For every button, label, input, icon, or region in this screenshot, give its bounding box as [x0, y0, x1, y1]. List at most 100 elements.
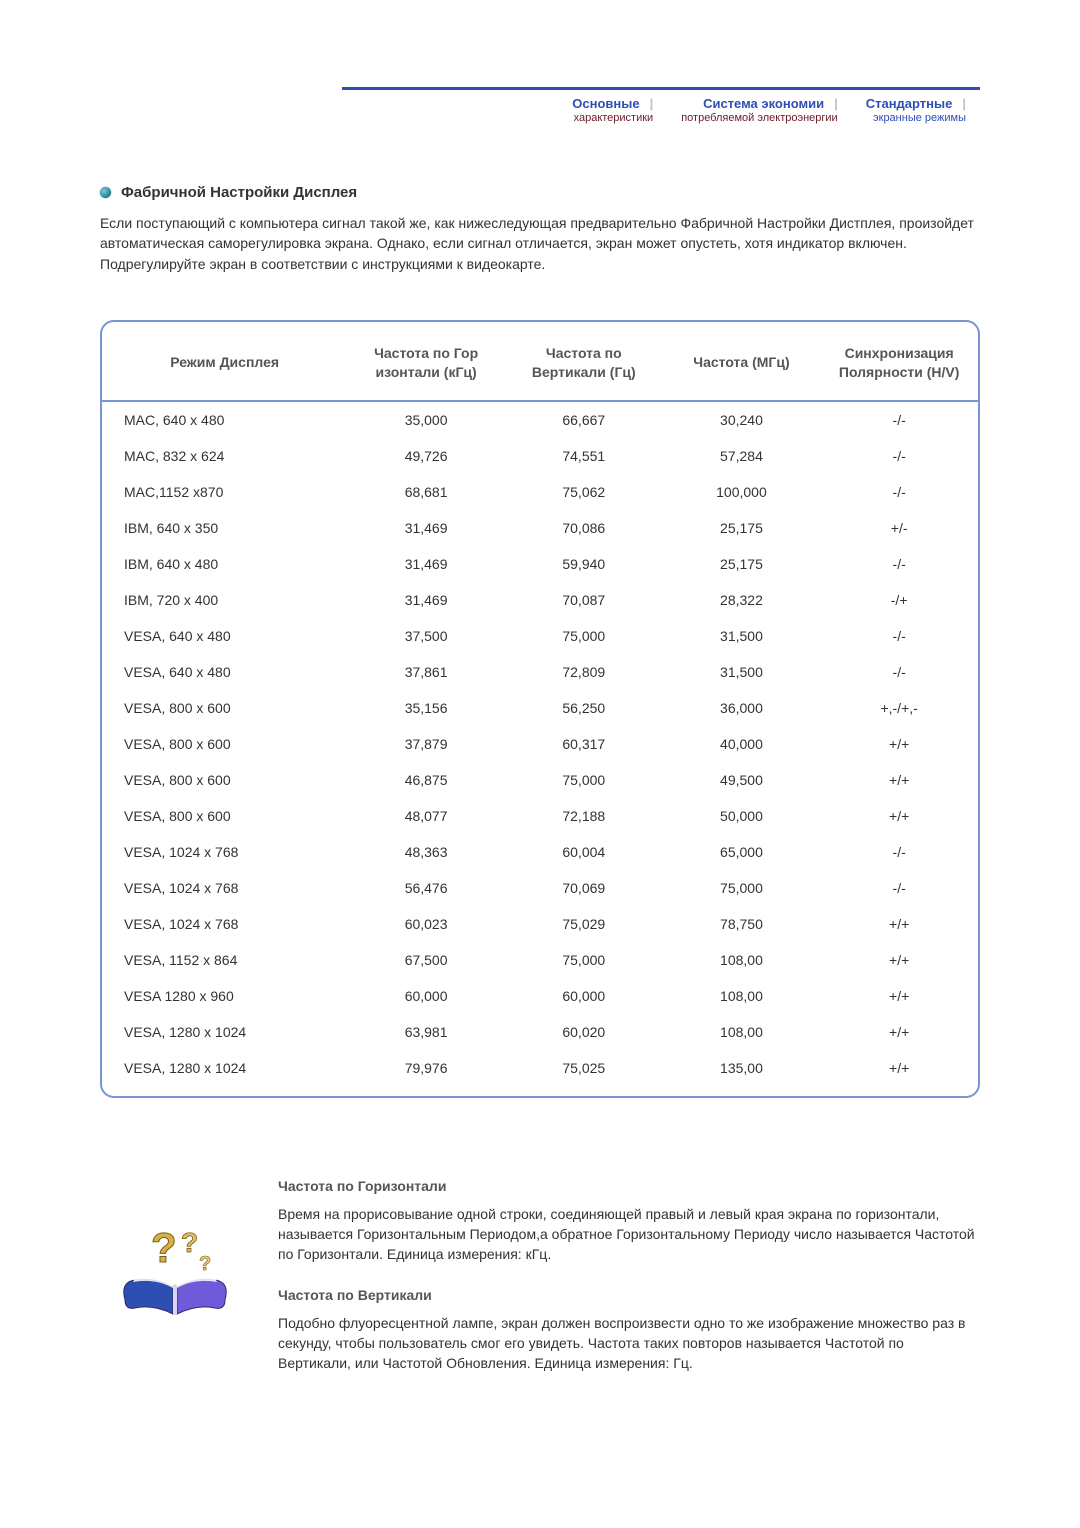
cell-hfreq: 48,077: [347, 798, 505, 834]
cell-sync: +/+: [820, 1050, 978, 1086]
cell-pclk: 65,000: [663, 834, 821, 870]
cell-pclk: 36,000: [663, 690, 821, 726]
cell-mode: VESA, 800 x 600: [102, 798, 347, 834]
divider: |: [952, 96, 966, 111]
cell-hfreq: 68,681: [347, 474, 505, 510]
divider: |: [824, 96, 838, 111]
table-row: IBM, 720 x 40031,46970,08728,322-/+: [102, 582, 978, 618]
cell-vfreq: 75,062: [505, 474, 663, 510]
cell-mode: VESA, 640 x 480: [102, 654, 347, 690]
tab-modes[interactable]: Стандартные| экранные режимы: [852, 90, 980, 138]
cell-sync: -/-: [820, 654, 978, 690]
definitions-text: Частота по Горизонтали Время на прорисов…: [278, 1178, 980, 1396]
cell-mode: MAC, 640 x 480: [102, 401, 347, 438]
table-row: VESA, 800 x 60037,87960,31740,000+/+: [102, 726, 978, 762]
th-pclk: Частота (МГц): [663, 326, 821, 401]
cell-sync: -/-: [820, 870, 978, 906]
table-row: VESA, 1280 x 102479,97675,025135,00+/+: [102, 1050, 978, 1086]
table-row: VESA, 640 x 48037,50075,00031,500-/-: [102, 618, 978, 654]
th-hfreq: Частота по Гор изонтали (кГц): [347, 326, 505, 401]
tab-powersave[interactable]: Система экономии| потребляемой электроэн…: [667, 90, 852, 138]
section-title: Фабричной Настройки Дисплея: [121, 184, 357, 201]
cell-mode: VESA, 1152 x 864: [102, 942, 347, 978]
svg-text:?: ?: [199, 1253, 211, 1275]
cell-hfreq: 63,981: [347, 1014, 505, 1050]
cell-sync: +/+: [820, 906, 978, 942]
cell-sync: +/+: [820, 762, 978, 798]
cell-hfreq: 56,476: [347, 870, 505, 906]
modes-table-wrap: Режим Дисплея Частота по Гор изонтали (к…: [100, 320, 980, 1098]
cell-pclk: 25,175: [663, 546, 821, 582]
cell-sync: -/-: [820, 401, 978, 438]
tab-general[interactable]: Основные| характеристики: [558, 90, 667, 138]
cell-vfreq: 60,020: [505, 1014, 663, 1050]
book-icon: ? ? ?: [100, 1222, 250, 1332]
divider: |: [640, 96, 654, 111]
cell-sync: -/-: [820, 834, 978, 870]
cell-mode: IBM, 640 x 350: [102, 510, 347, 546]
tab-modes-title: Стандартные: [866, 96, 953, 111]
cell-hfreq: 46,875: [347, 762, 505, 798]
cell-pclk: 108,00: [663, 942, 821, 978]
cell-hfreq: 37,861: [347, 654, 505, 690]
cell-pclk: 40,000: [663, 726, 821, 762]
cell-mode: IBM, 720 x 400: [102, 582, 347, 618]
cell-vfreq: 75,000: [505, 942, 663, 978]
table-row: VESA, 800 x 60035,15656,25036,000+,-/+,-: [102, 690, 978, 726]
cell-sync: +/+: [820, 798, 978, 834]
cell-pclk: 135,00: [663, 1050, 821, 1086]
def-v-title: Частота по Вертикали: [278, 1287, 980, 1303]
th-sync: Синхронизация Полярности (H/V): [820, 326, 978, 401]
svg-text:?: ?: [151, 1224, 177, 1271]
def-h-body: Время на прорисовывание одной строки, со…: [278, 1204, 980, 1265]
tab-powersave-sub: потребляемой электроэнергии: [681, 112, 838, 126]
cell-mode: MAC,1152 x870: [102, 474, 347, 510]
cell-pclk: 100,000: [663, 474, 821, 510]
cell-pclk: 75,000: [663, 870, 821, 906]
table-header-row: Режим Дисплея Частота по Гор изонтали (к…: [102, 326, 978, 401]
cell-mode: VESA, 1024 x 768: [102, 870, 347, 906]
cell-mode: VESA, 1024 x 768: [102, 906, 347, 942]
cell-sync: +/-: [820, 510, 978, 546]
cell-sync: -/-: [820, 474, 978, 510]
def-v-body: Подобно флуоресцентной лампе, экран долж…: [278, 1313, 980, 1374]
cell-hfreq: 60,000: [347, 978, 505, 1014]
cell-vfreq: 60,317: [505, 726, 663, 762]
cell-vfreq: 60,004: [505, 834, 663, 870]
tab-general-title: Основные: [572, 96, 639, 111]
bullet-icon: [100, 187, 111, 198]
cell-mode: VESA, 800 x 600: [102, 690, 347, 726]
cell-mode: VESA, 800 x 600: [102, 762, 347, 798]
cell-sync: +/+: [820, 942, 978, 978]
table-row: MAC, 832 x 62449,72674,55157,284-/-: [102, 438, 978, 474]
cell-vfreq: 59,940: [505, 546, 663, 582]
cell-vfreq: 75,025: [505, 1050, 663, 1086]
cell-sync: -/-: [820, 618, 978, 654]
cell-pclk: 108,00: [663, 978, 821, 1014]
modes-table: Режим Дисплея Частота по Гор изонтали (к…: [102, 326, 978, 1086]
cell-sync: +,-/+,-: [820, 690, 978, 726]
def-h-title: Частота по Горизонтали: [278, 1178, 980, 1194]
cell-mode: MAC, 832 x 624: [102, 438, 347, 474]
cell-hfreq: 37,500: [347, 618, 505, 654]
cell-pclk: 57,284: [663, 438, 821, 474]
table-row: VESA, 1024 x 76860,02375,02978,750+/+: [102, 906, 978, 942]
definitions-block: ? ? ? Частота по Горизонтали Время на пр…: [100, 1178, 980, 1396]
table-row: VESA, 800 x 60046,87575,00049,500+/+: [102, 762, 978, 798]
cell-pclk: 78,750: [663, 906, 821, 942]
cell-vfreq: 70,087: [505, 582, 663, 618]
tabs-container: Основные| характеристики Система экономи…: [342, 0, 980, 138]
cell-hfreq: 31,469: [347, 510, 505, 546]
cell-mode: VESA, 800 x 600: [102, 726, 347, 762]
section-header: Фабричной Настройки Дисплея: [100, 184, 980, 201]
cell-hfreq: 35,000: [347, 401, 505, 438]
page: Основные| характеристики Система экономи…: [0, 0, 1080, 1528]
cell-vfreq: 66,667: [505, 401, 663, 438]
section-intro: Если поступающий с компьютера сигнал так…: [100, 213, 980, 274]
table-row: IBM, 640 x 35031,46970,08625,175+/-: [102, 510, 978, 546]
cell-sync: +/+: [820, 726, 978, 762]
tabs-row: Основные| характеристики Система экономи…: [342, 90, 980, 138]
cell-vfreq: 72,809: [505, 654, 663, 690]
cell-vfreq: 75,000: [505, 762, 663, 798]
tab-powersave-title: Система экономии: [703, 96, 824, 111]
